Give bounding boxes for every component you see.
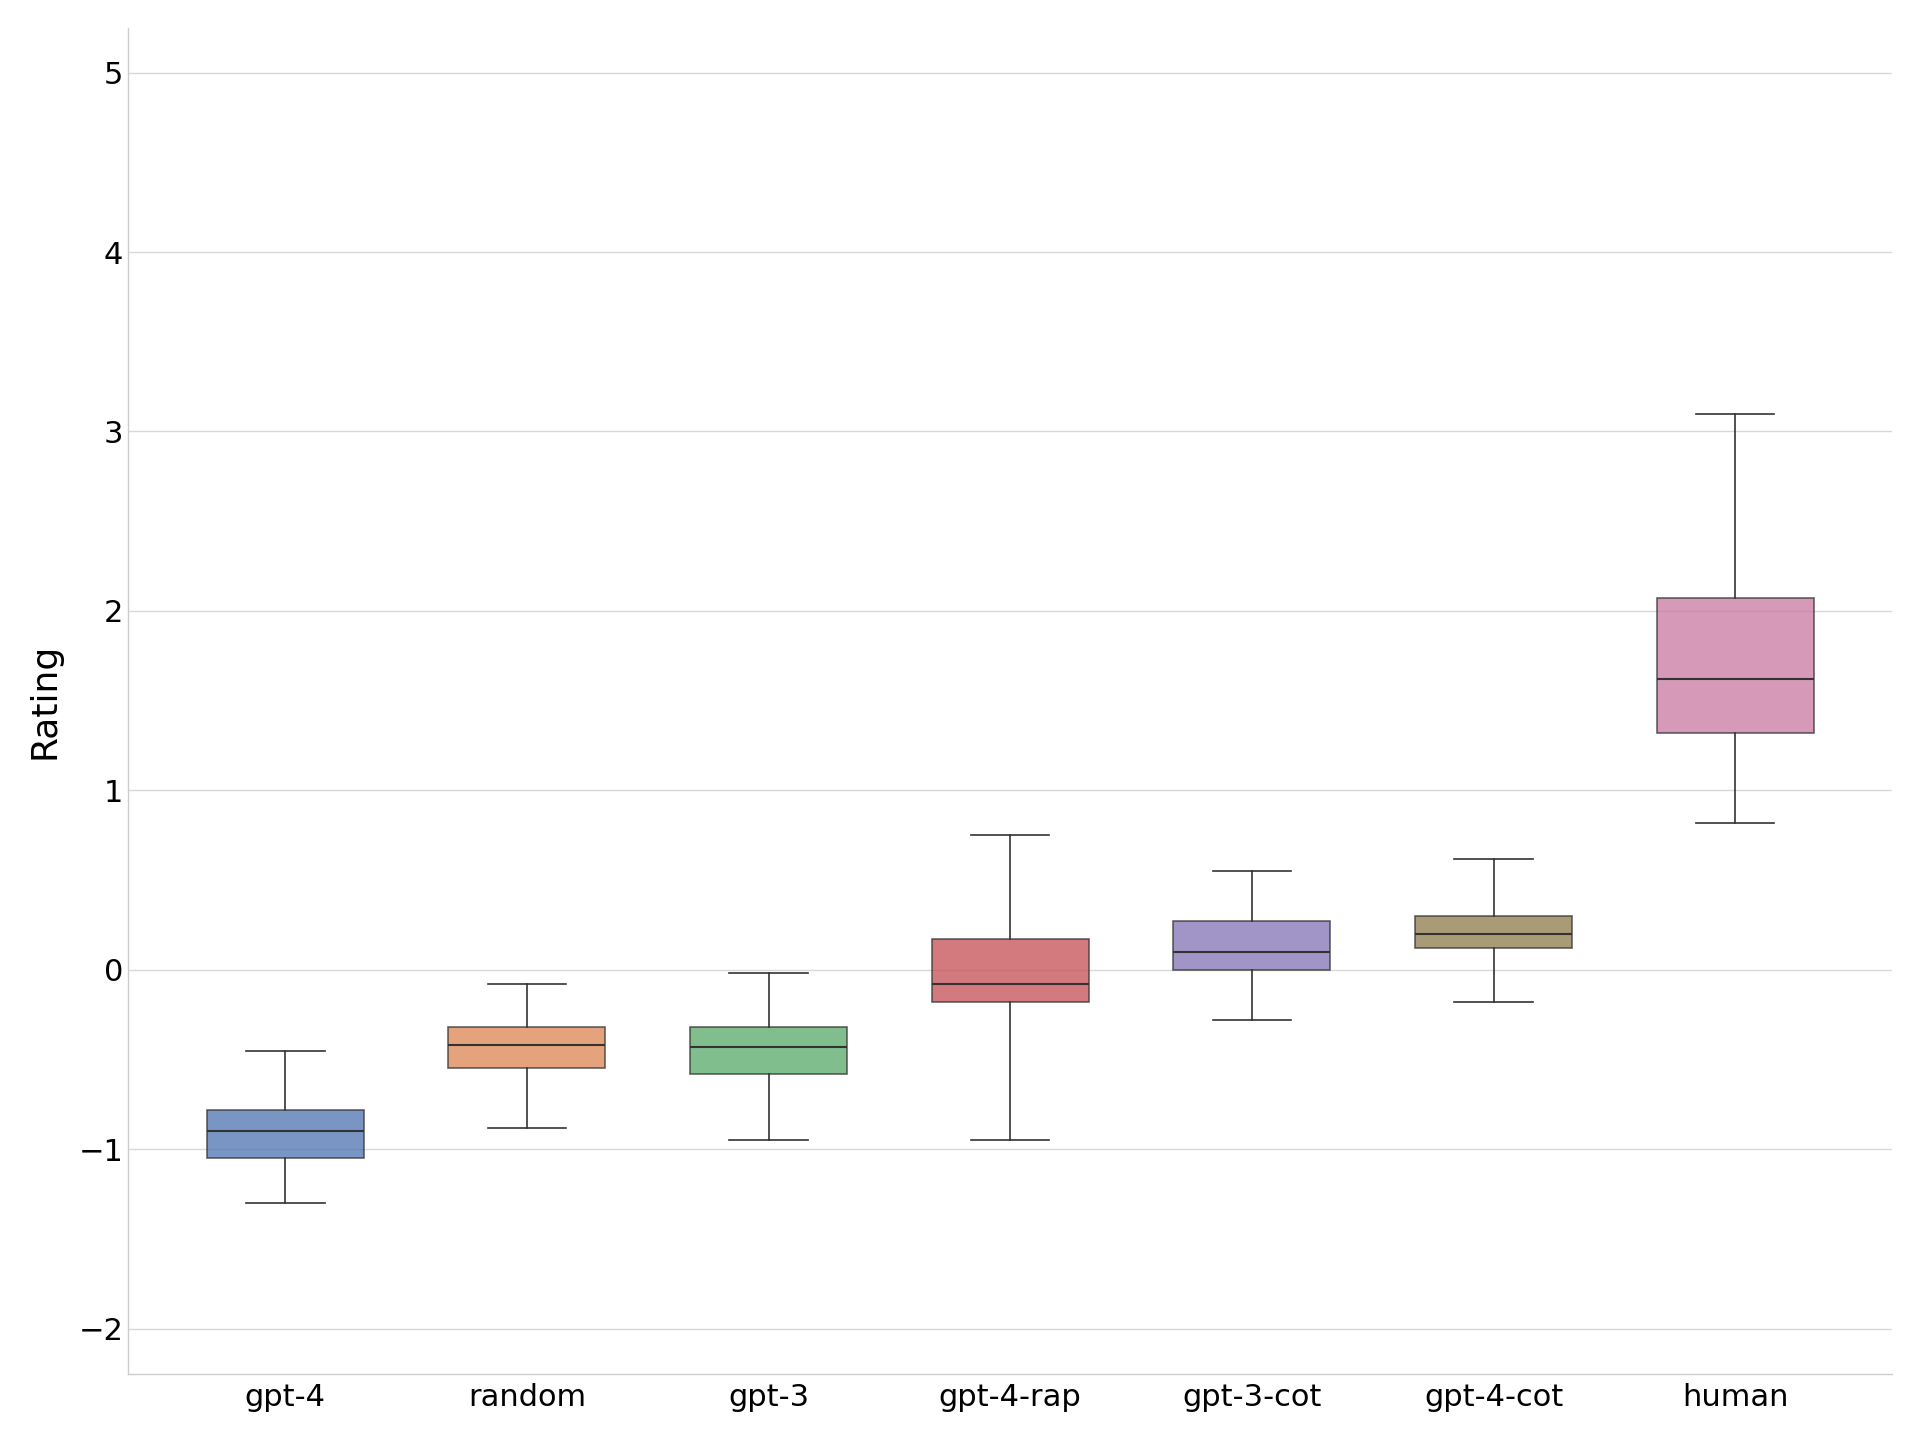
PathPatch shape xyxy=(1657,599,1814,733)
PathPatch shape xyxy=(1415,916,1572,949)
PathPatch shape xyxy=(449,1027,605,1068)
PathPatch shape xyxy=(1173,922,1331,969)
PathPatch shape xyxy=(689,1027,847,1074)
Y-axis label: Rating: Rating xyxy=(27,642,61,759)
PathPatch shape xyxy=(931,939,1089,1002)
PathPatch shape xyxy=(207,1110,363,1158)
